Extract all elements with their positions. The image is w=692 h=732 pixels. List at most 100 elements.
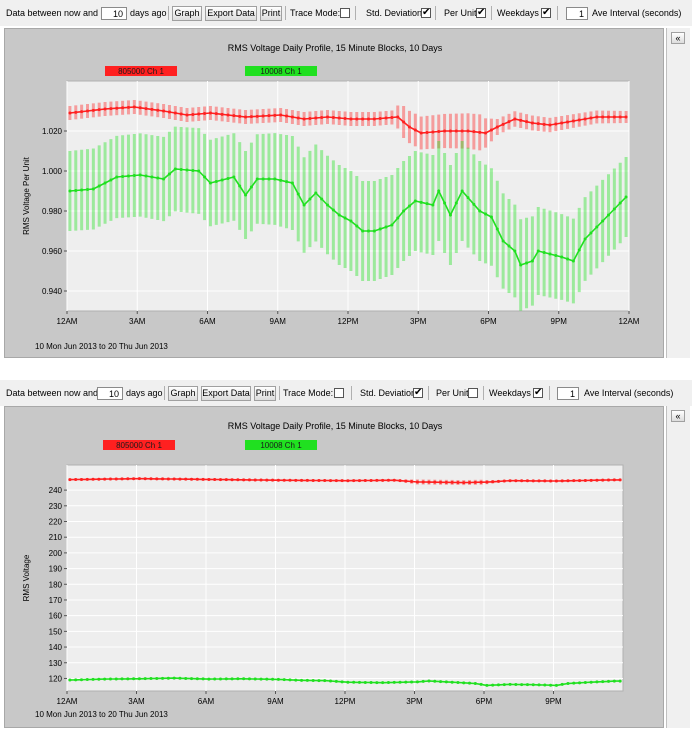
- data-point: [143, 477, 147, 481]
- data-point: [496, 683, 500, 687]
- data-point: [530, 259, 534, 263]
- days-range-label: Data between now and: [6, 388, 99, 398]
- data-point: [155, 477, 159, 481]
- data-point: [554, 683, 558, 687]
- data-point: [282, 478, 286, 482]
- data-point: [454, 201, 458, 205]
- y-tick-label: 230: [49, 502, 63, 511]
- days-input[interactable]: 10: [97, 387, 123, 400]
- legend-swatch: [245, 66, 317, 76]
- data-point: [415, 680, 419, 684]
- ave-interval-input[interactable]: 1: [557, 387, 579, 400]
- per-unit-checkbox[interactable]: ✔: [476, 7, 486, 18]
- data-point: [349, 219, 353, 223]
- data-point: [542, 251, 546, 254]
- data-point: [612, 115, 616, 119]
- ave-interval-label: Ave Interval (seconds): [584, 388, 674, 398]
- trace-mode-checkbox[interactable]: [334, 388, 344, 398]
- data-point: [425, 202, 429, 206]
- weekdays-checkbox[interactable]: ✔: [533, 387, 543, 398]
- print-button[interactable]: Print: [254, 386, 276, 401]
- data-point: [155, 676, 159, 680]
- data-point: [349, 117, 353, 121]
- data-point: [271, 478, 275, 482]
- export-data-button[interactable]: Export Data: [201, 386, 251, 401]
- data-point: [479, 480, 483, 484]
- ave-interval-input[interactable]: 1: [566, 7, 588, 20]
- data-point: [203, 175, 207, 179]
- collapse-panel-button[interactable]: «: [671, 410, 685, 422]
- weekdays-checkbox[interactable]: ✔: [541, 7, 551, 18]
- y-tick-label: 180: [49, 580, 63, 589]
- data-point: [443, 129, 447, 133]
- data-point: [601, 478, 605, 482]
- weekdays-label: Weekdays: [489, 388, 531, 398]
- data-point: [472, 202, 476, 206]
- data-point: [378, 227, 382, 231]
- toolbar-divider: [168, 6, 169, 20]
- legend-label: 805000 Ch 1: [116, 441, 162, 450]
- trace-mode-checkbox[interactable]: [340, 8, 350, 18]
- data-point: [612, 207, 616, 211]
- std-deviation-checkbox[interactable]: ✔: [413, 387, 423, 398]
- graph-button[interactable]: Graph: [168, 386, 198, 401]
- data-point: [208, 111, 212, 115]
- per-unit-checkbox[interactable]: [468, 388, 478, 398]
- data-point: [618, 478, 622, 482]
- data-point: [305, 478, 309, 482]
- data-point: [549, 683, 553, 687]
- data-point: [288, 478, 292, 482]
- data-point: [407, 125, 411, 129]
- data-point: [273, 177, 277, 181]
- data-point: [577, 118, 581, 122]
- data-point: [425, 131, 429, 134]
- data-point: [450, 480, 454, 484]
- data-point: [74, 678, 78, 682]
- rms-voltage-chart: RMS Voltage Daily Profile, 15 Minute Blo…: [22, 43, 640, 351]
- data-point: [172, 477, 176, 481]
- data-point: [536, 249, 540, 253]
- data-point: [454, 129, 458, 133]
- data-point: [302, 203, 306, 207]
- data-point: [267, 114, 271, 118]
- data-point: [479, 682, 483, 686]
- data-point: [462, 481, 466, 485]
- data-point: [178, 676, 182, 680]
- graph-button[interactable]: Graph: [172, 6, 202, 21]
- data-point: [267, 177, 271, 181]
- toolbar-divider: [285, 6, 286, 20]
- data-point: [285, 180, 289, 184]
- std-deviation-label: Std. Deviation: [360, 388, 417, 398]
- data-point: [282, 678, 286, 682]
- y-tick-label: 200: [49, 549, 63, 558]
- toolbar-divider: [557, 6, 558, 20]
- data-point: [220, 112, 224, 116]
- print-button[interactable]: Print: [260, 6, 282, 21]
- data-point: [404, 479, 408, 483]
- data-point: [501, 239, 505, 243]
- data-point: [530, 121, 534, 125]
- data-point: [172, 676, 176, 680]
- data-point: [468, 480, 472, 484]
- chart-toolbar: Data between now and 10 days ago Graph E…: [0, 380, 692, 406]
- export-data-button[interactable]: Export Data: [205, 6, 257, 21]
- chart-title: RMS Voltage Daily Profile, 15 Minute Blo…: [228, 421, 443, 431]
- data-point: [132, 105, 136, 109]
- collapse-panel-button[interactable]: «: [671, 32, 685, 44]
- data-point: [236, 677, 240, 681]
- x-tick-label: 3PM: [406, 697, 423, 706]
- data-point: [329, 479, 333, 483]
- data-point: [427, 480, 431, 484]
- data-point: [103, 181, 107, 185]
- data-point: [520, 479, 524, 483]
- data-point: [68, 189, 72, 193]
- x-tick-label: 9AM: [270, 317, 287, 326]
- std-deviation-checkbox[interactable]: ✔: [421, 7, 431, 18]
- data-point: [375, 478, 379, 482]
- data-point: [531, 479, 535, 483]
- data-point: [218, 478, 222, 482]
- data-point: [495, 227, 499, 231]
- data-point: [410, 680, 414, 684]
- days-input[interactable]: 10: [101, 7, 127, 20]
- data-point: [407, 204, 411, 208]
